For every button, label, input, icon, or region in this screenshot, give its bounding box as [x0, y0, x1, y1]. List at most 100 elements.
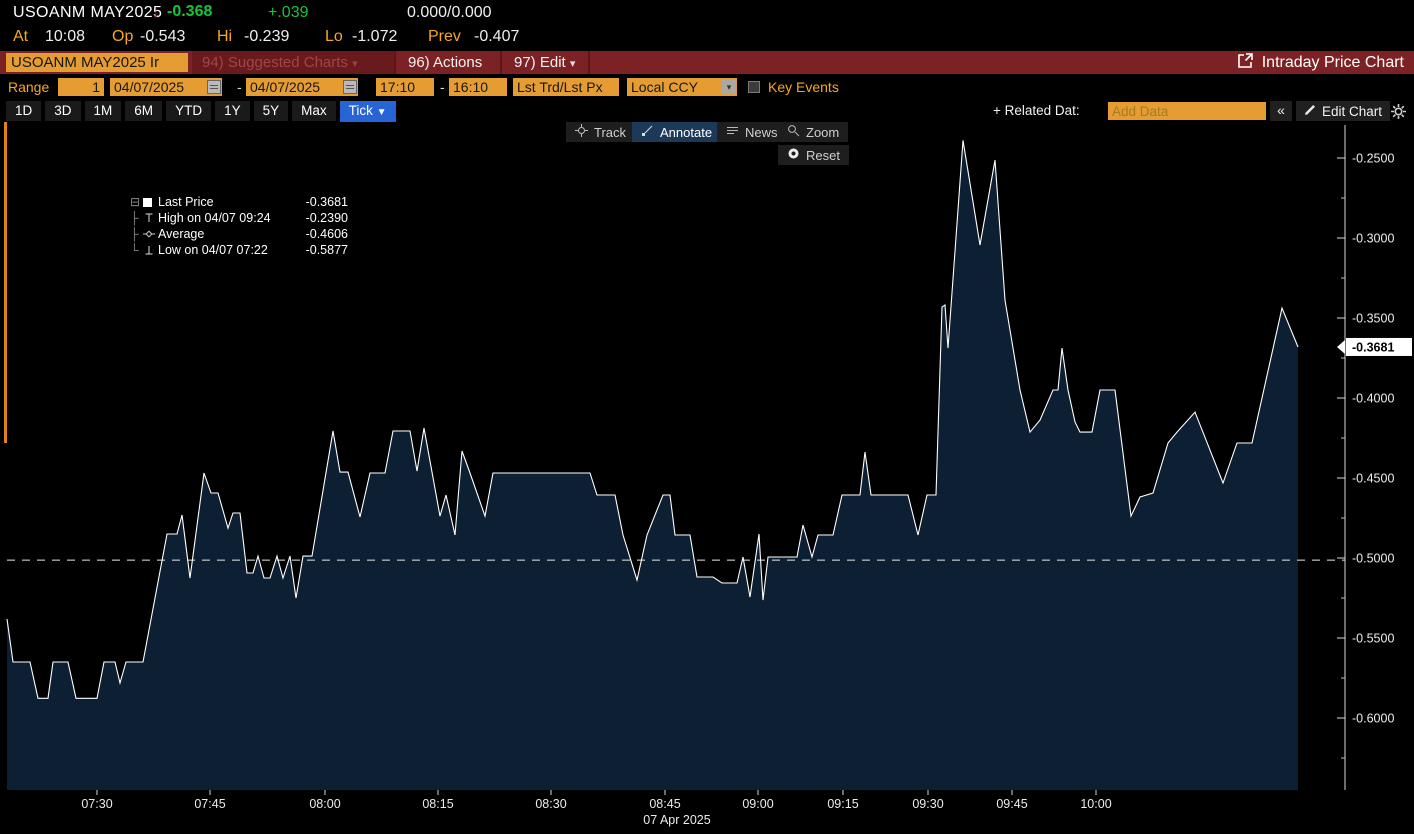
chevron-down-icon: ▼	[376, 107, 387, 118]
y-tick-label: -0.5500	[1352, 632, 1394, 646]
x-tick-label: 09:45	[996, 797, 1027, 811]
legend-expand-toggle[interactable]: ⊟	[130, 195, 141, 209]
reset-button[interactable]: Reset	[778, 145, 849, 165]
last-price-badge-arrow	[1337, 339, 1345, 354]
chevron-down-icon: ▾	[722, 80, 736, 94]
x-tick-label: 08:00	[309, 797, 340, 811]
legend-value: -0.3681	[305, 195, 348, 209]
legend-row[interactable]: ├ High on 04/07 09:24 -0.2390	[130, 210, 348, 226]
date-separator: -	[237, 79, 242, 95]
x-tick-label: 08:30	[535, 797, 566, 811]
price-line	[6, 140, 1299, 699]
y-tick-label: -0.5000	[1352, 552, 1394, 566]
tab-6m[interactable]: 6M	[125, 101, 163, 121]
x-tick-label: 07:30	[81, 797, 112, 811]
open-value: -0.543	[140, 28, 186, 45]
y-tick-label: -0.2500	[1352, 152, 1394, 166]
high-value: -0.239	[244, 28, 290, 45]
y-tick-label: -0.4000	[1352, 392, 1394, 406]
tree-connector: ├	[130, 211, 139, 225]
price-down-arrow-icon: ↓	[152, 4, 160, 21]
range-label: Range	[8, 79, 50, 95]
open-label: Op	[112, 28, 134, 45]
x-tick-label: 09:15	[827, 797, 858, 811]
panel-focus-accent-bar	[4, 122, 7, 443]
end-time-input[interactable]: 16:10	[449, 78, 507, 96]
calendar-icon[interactable]	[343, 80, 357, 94]
period-tabs: 1D 3D 1M 6M YTD 1Y 5Y Max Tick ▼	[6, 101, 400, 123]
magnifier-icon	[787, 124, 800, 140]
tab-tick[interactable]: Tick ▼	[339, 101, 396, 123]
zoom-button[interactable]: Zoom	[778, 122, 849, 142]
news-button[interactable]: News	[717, 122, 787, 142]
tab-max[interactable]: Max	[292, 101, 336, 121]
last-price-badge-text: -0.3681	[1352, 340, 1394, 354]
add-data-input[interactable]	[1108, 102, 1266, 120]
prev-value: -0.407	[474, 28, 520, 45]
collapse-panel-button[interactable]: «	[1270, 101, 1292, 121]
annotate-button[interactable]: Annotate	[632, 122, 722, 142]
tree-connector: ├	[130, 227, 139, 241]
swatch-icon	[143, 197, 158, 207]
key-events-checkbox[interactable]	[748, 81, 760, 93]
tab-3d[interactable]: 3D	[45, 101, 81, 121]
edit-chart-button[interactable]: Edit Chart	[1296, 101, 1391, 121]
period-tabbar: 1D 3D 1M 6M YTD 1Y 5Y Max Tick ▼ + Related Dat: …	[0, 100, 1414, 123]
x-tick-label: 09:00	[742, 797, 773, 811]
y-tick-label: -0.4500	[1352, 472, 1394, 486]
legend-label: Low on 04/07 07:22	[158, 243, 268, 257]
tab-5y[interactable]: 5Y	[253, 101, 289, 121]
legend-value: -0.2390	[305, 211, 348, 225]
chart-legend: ⊟ Last Price -0.3681 ├ High on 04/07 09:24 -0…	[130, 194, 348, 258]
menu-edit[interactable]: 97) Edit ▾	[504, 51, 590, 74]
ticker-input[interactable]: USOANM MAY2025 Ir	[6, 53, 188, 72]
at-label: At	[13, 28, 29, 45]
y-tick-label: -0.3000	[1352, 232, 1394, 246]
x-tick-label: 07:45	[194, 797, 225, 811]
related-data-label: + Related Dat:	[993, 103, 1080, 118]
chevron-down-icon: ▾	[569, 58, 576, 70]
reset-icon	[787, 147, 800, 163]
start-date-input[interactable]: 04/07/2025	[110, 78, 222, 96]
tab-1d[interactable]: 1D	[6, 101, 42, 121]
start-time-input[interactable]: 17:10	[376, 78, 434, 96]
price-chart[interactable]: -0.2500 -0.3000 -0.3500 -0.4000 -0.4500 -0.50…	[0, 122, 1414, 834]
settings-gear-icon[interactable]	[1388, 102, 1408, 121]
end-date-input[interactable]: 04/07/2025	[246, 78, 358, 96]
average-icon	[143, 228, 158, 240]
low-label: Lo	[325, 28, 343, 45]
tab-1y[interactable]: 1Y	[215, 101, 250, 121]
legend-label: High on 04/07 09:24	[158, 211, 271, 225]
legend-row[interactable]: ├ Average -0.4606	[130, 226, 348, 242]
export-icon[interactable]	[1237, 52, 1253, 73]
menu-suggested-charts[interactable]: 94) Suggested Charts ▾	[192, 51, 396, 74]
high-icon	[143, 212, 158, 224]
legend-value: -0.4606	[305, 227, 348, 241]
pencil-icon	[1304, 104, 1316, 119]
y-tick-label: -0.3500	[1352, 312, 1394, 326]
menu-actions[interactable]: 96) Actions ▾	[398, 51, 502, 93]
legend-label: Last Price	[158, 195, 214, 209]
range-toolbar: Range 1 04/07/2025 - 04/07/2025 17:10 - …	[0, 75, 1414, 100]
key-events-label: Key Events	[768, 79, 839, 95]
last-price-badge	[1346, 337, 1412, 356]
price-field-select[interactable]: Lst Trd/Lst Px	[513, 78, 619, 96]
tab-1m[interactable]: 1M	[84, 101, 122, 121]
prev-label: Prev	[428, 28, 461, 45]
y-tick-label: -0.6000	[1352, 712, 1394, 726]
currency-select[interactable]: Local CCY ▾	[627, 78, 737, 96]
tab-ytd[interactable]: YTD	[166, 101, 212, 121]
at-time: 10:08	[45, 28, 86, 45]
x-tick-label: 08:15	[422, 797, 453, 811]
security-ticker: USOANM MAY2025	[13, 4, 163, 21]
legend-row[interactable]: └ Low on 04/07 07:22 -0.5877	[130, 242, 348, 258]
window-title-text: Intraday Price Chart	[1261, 53, 1404, 71]
legend-row[interactable]: ⊟ Last Price -0.3681	[130, 194, 348, 210]
calendar-icon[interactable]	[207, 80, 221, 94]
x-tick-label: 10:00	[1080, 797, 1111, 811]
range-count-input[interactable]: 1	[58, 78, 104, 96]
tree-connector: └	[130, 243, 139, 257]
bid-ask: 0.000/0.000	[407, 4, 492, 21]
track-button[interactable]: Track	[566, 122, 636, 142]
